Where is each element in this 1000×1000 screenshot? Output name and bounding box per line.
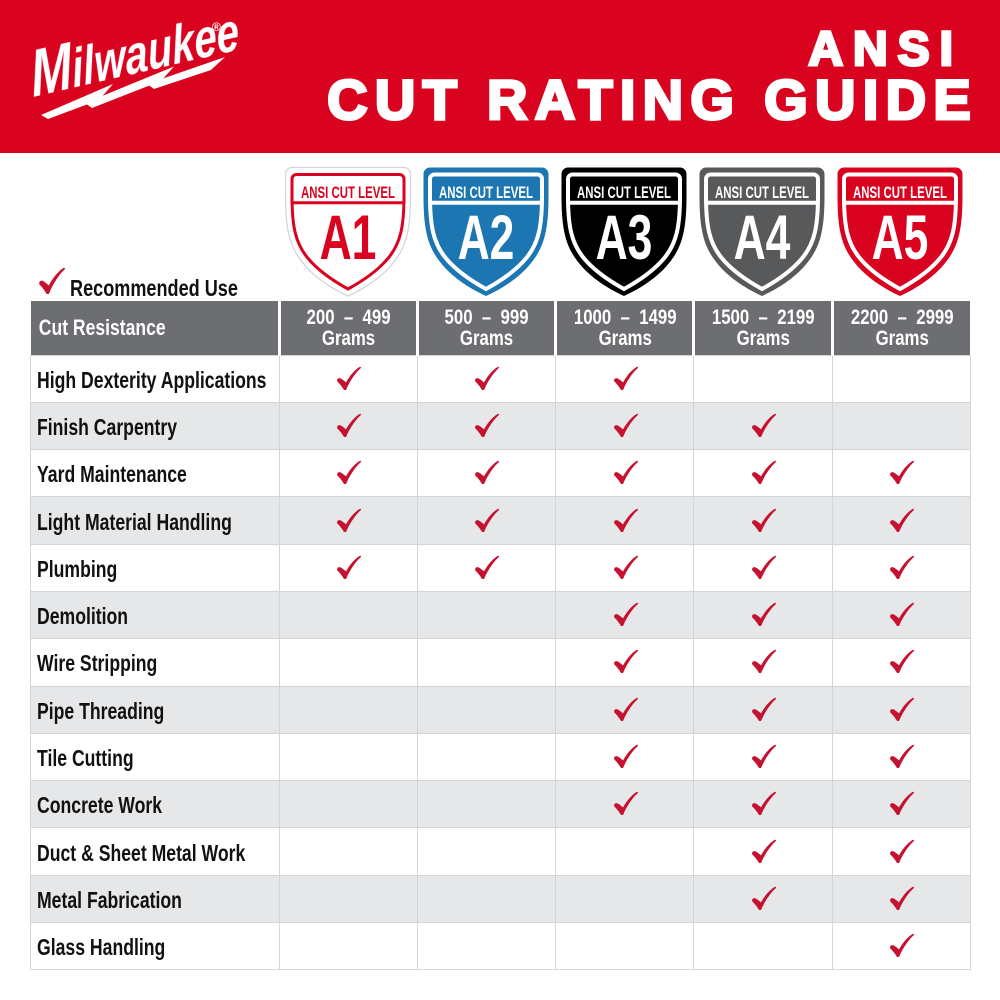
svg-text:A4: A4 [733,201,790,273]
svg-text:ANSI CUT LEVEL: ANSI CUT LEVEL [715,184,809,203]
svg-text:A1: A1 [319,201,376,273]
svg-text:ANSI CUT LEVEL: ANSI CUT LEVEL [301,184,395,203]
svg-text:ANSI CUT LEVEL: ANSI CUT LEVEL [439,184,533,203]
svg-text:A5: A5 [871,201,928,273]
svg-text:®: ® [212,20,221,34]
svg-text:ANSI CUT LEVEL: ANSI CUT LEVEL [577,184,671,203]
svg-text:A2: A2 [457,201,514,273]
svg-text:ANSI CUT LEVEL: ANSI CUT LEVEL [853,184,947,203]
svg-text:A3: A3 [595,201,652,273]
